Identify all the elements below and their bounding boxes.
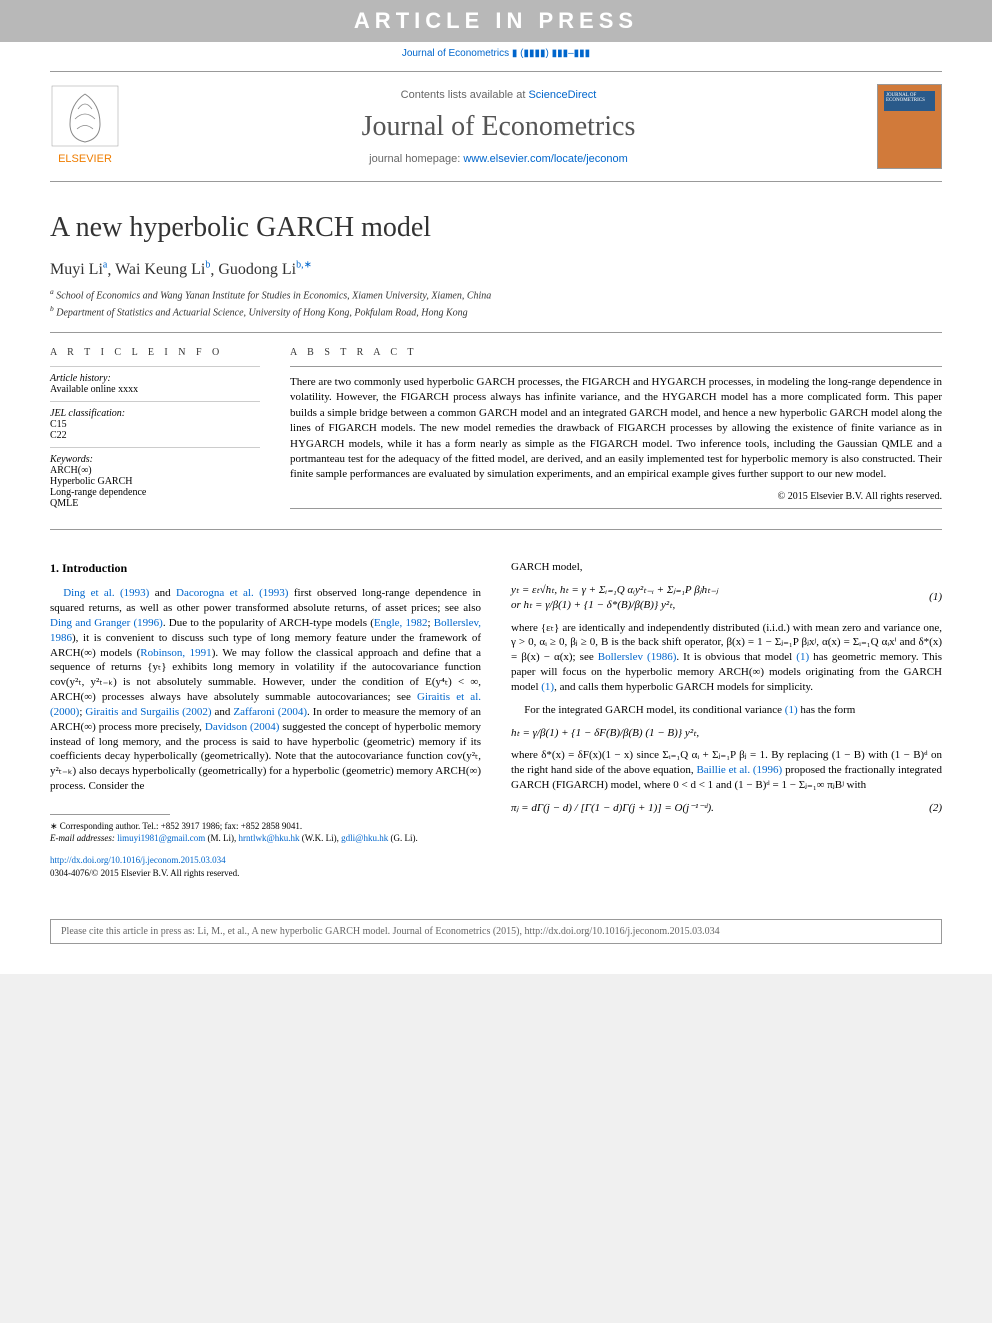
journal-ref-issue: ▮ (▮▮▮▮) ▮▮▮–▮▮▮ xyxy=(512,48,590,59)
citation-box: Please cite this article in press as: Li… xyxy=(50,919,942,944)
article-info: A R T I C L E I N F O Article history: A… xyxy=(50,347,260,515)
equation-iv: hₜ = γ/β(1) + {1 − δF(B)/β(B) (1 − B)} y… xyxy=(511,726,942,741)
ref-eq1a[interactable]: (1) xyxy=(796,651,809,663)
body-columns: 1. Introduction Ding et al. (1993) and D… xyxy=(50,560,942,879)
eq1-line1: yₜ = εₜ√hₜ, hₜ = γ + Σᵢ₌₁Q αᵢy²ₜ₋ᵢ + Σⱼ₌… xyxy=(511,583,921,598)
info-abstract-row: A R T I C L E I N F O Article history: A… xyxy=(50,347,942,515)
sciencedirect-link[interactable]: ScienceDirect xyxy=(528,89,596,101)
cite-zaffaroni[interactable]: Zaffaroni (2004) xyxy=(233,706,307,718)
garch-lead: GARCH model, xyxy=(511,560,942,575)
doi-link[interactable]: http://dx.doi.org/10.1016/j.jeconom.2015… xyxy=(50,855,226,865)
article-title: A new hyperbolic GARCH model xyxy=(50,212,942,244)
divider xyxy=(50,332,942,333)
history-value: Available online xxxx xyxy=(50,384,260,395)
keywords-label: Keywords: xyxy=(50,454,260,465)
abstract-heading: A B S T R A C T xyxy=(290,347,942,358)
article-info-heading: A R T I C L E I N F O xyxy=(50,347,260,358)
contents-line: Contents lists available at ScienceDirec… xyxy=(140,89,857,101)
abstract: A B S T R A C T There are two commonly u… xyxy=(290,347,942,515)
jel-1: C15 xyxy=(50,419,260,430)
author-3: Guodong Lib,∗ xyxy=(218,261,312,278)
kw-4: QMLE xyxy=(50,498,260,509)
journal-reference: Journal of Econometrics ▮ (▮▮▮▮) ▮▮▮–▮▮▮ xyxy=(0,42,992,71)
eq1-number: (1) xyxy=(929,590,942,605)
history-label: Article history: xyxy=(50,373,260,384)
abstract-copyright: © 2015 Elsevier B.V. All rights reserved… xyxy=(290,491,942,502)
corresponding-footnote: ∗ Corresponding author. Tel.: +852 3917 … xyxy=(50,821,481,833)
intro-paragraph: Ding et al. (1993) and Dacorogna et al. … xyxy=(50,586,481,794)
figarch-para: where δ*(x) = δF(x)(1 − x) since Σᵢ₌₁Q α… xyxy=(511,748,942,793)
homepage-line: journal homepage: www.elsevier.com/locat… xyxy=(140,153,857,165)
article-area: A new hyperbolic GARCH model Muyi Lia, W… xyxy=(50,182,942,899)
eq1-line2: or hₜ = γ/β(1) + {1 − δ*(B)/β(B)} y²ₜ, xyxy=(511,598,921,613)
author-list: Muyi Lia, Wai Keung Lib, Guodong Lib,∗ xyxy=(50,260,942,279)
kw-1: ARCH(∞) xyxy=(50,465,260,476)
affiliation-b: b Department of Statistics and Actuarial… xyxy=(50,304,942,318)
divider xyxy=(290,508,942,509)
contents-pre: Contents lists available at xyxy=(401,89,529,101)
section-1-heading: 1. Introduction xyxy=(50,560,481,576)
right-column: GARCH model, yₜ = εₜ√hₜ, hₜ = γ + Σᵢ₌₁Q … xyxy=(511,560,942,879)
cite-engle[interactable]: Engle, 1982 xyxy=(374,617,428,629)
email-2[interactable]: hrntlwk@hku.hk xyxy=(238,833,299,843)
keywords-block: Keywords: ARCH(∞) Hyperbolic GARCH Long-… xyxy=(50,447,260,515)
equation-2: πⱼ = dΓ(j − d) / [Γ(1 − d)Γ(j + 1)] = O(… xyxy=(511,801,942,816)
jel-block: JEL classification: C15 C22 xyxy=(50,401,260,447)
journal-name: Journal of Econometrics xyxy=(140,111,857,143)
cover-label: JOURNAL OF ECONOMETRICS xyxy=(884,91,935,111)
footnote-separator xyxy=(50,814,170,815)
ref-eq1c[interactable]: (1) xyxy=(785,704,798,716)
equation-1: yₜ = εₜ√hₜ, hₜ = γ + Σᵢ₌₁Q αᵢy²ₜ₋ᵢ + Σⱼ₌… xyxy=(511,583,942,613)
email-label: E-mail addresses: xyxy=(50,833,117,843)
issn-copyright: 0304-4076/© 2015 Elsevier B.V. All right… xyxy=(50,868,239,878)
left-column: 1. Introduction Ding et al. (1993) and D… xyxy=(50,560,481,879)
homepage-link[interactable]: www.elsevier.com/locate/jeconom xyxy=(463,153,627,165)
cite-ding-granger[interactable]: Ding and Granger (1996) xyxy=(50,617,163,629)
cite-giraitis-surgailis[interactable]: Giraitis and Surgailis (2002) xyxy=(85,706,211,718)
email-footnote: E-mail addresses: limuyi1981@gmail.com (… xyxy=(50,833,481,845)
email-3[interactable]: gdli@hku.hk xyxy=(341,833,388,843)
after-eq1: where {εₜ} are identically and independe… xyxy=(511,621,942,695)
cite-ding[interactable]: Ding et al. (1993) xyxy=(63,587,149,599)
cite-baillie[interactable]: Baillie et al. (1996) xyxy=(696,764,782,776)
eq2-number: (2) xyxy=(929,801,942,816)
journal-ref-text: Journal of Econometrics xyxy=(402,48,512,59)
author-1: Muyi Lia xyxy=(50,261,107,278)
author-2: Wai Keung Lib xyxy=(115,261,210,278)
cite-robinson[interactable]: Robinson, 1991 xyxy=(140,647,211,659)
jel-label: JEL classification: xyxy=(50,408,260,419)
cite-bollerslev-1986b[interactable]: Bollerslev (1986) xyxy=(598,651,677,663)
divider xyxy=(290,366,942,367)
journal-cover-thumbnail: JOURNAL OF ECONOMETRICS xyxy=(877,84,942,169)
kw-3: Long-range dependence xyxy=(50,487,260,498)
history-block: Article history: Available online xxxx xyxy=(50,366,260,401)
eq-iv-content: hₜ = γ/β(1) + {1 − δF(B)/β(B) (1 − B)} y… xyxy=(511,726,942,741)
eq2-content: πⱼ = dΓ(j − d) / [Γ(1 − d)Γ(j + 1)] = O(… xyxy=(511,801,921,816)
integrated-garch-para: For the integrated GARCH model, its cond… xyxy=(511,703,942,718)
journal-header: ELSEVIER Contents lists available at Sci… xyxy=(50,71,942,182)
header-center: Contents lists available at ScienceDirec… xyxy=(140,89,857,165)
homepage-pre: journal homepage: xyxy=(369,153,463,165)
page: ARTICLE IN PRESS Journal of Econometrics… xyxy=(0,0,992,974)
cite-davidson[interactable]: Davidson (2004) xyxy=(205,721,279,733)
ref-eq1b[interactable]: (1) xyxy=(541,681,554,693)
divider xyxy=(50,529,942,530)
kw-2: Hyperbolic GARCH xyxy=(50,476,260,487)
abstract-text: There are two commonly used hyperbolic G… xyxy=(290,375,942,483)
elsevier-text: ELSEVIER xyxy=(58,153,112,165)
elsevier-logo: ELSEVIER xyxy=(50,84,120,169)
cite-dacorogna[interactable]: Dacorogna et al. (1993) xyxy=(176,587,288,599)
affiliation-a: a School of Economics and Wang Yanan Ins… xyxy=(50,287,942,301)
email-1[interactable]: limuyi1981@gmail.com xyxy=(117,833,205,843)
jel-2: C22 xyxy=(50,430,260,441)
article-in-press-banner: ARTICLE IN PRESS xyxy=(0,0,992,42)
doi-line: http://dx.doi.org/10.1016/j.jeconom.2015… xyxy=(50,854,481,878)
